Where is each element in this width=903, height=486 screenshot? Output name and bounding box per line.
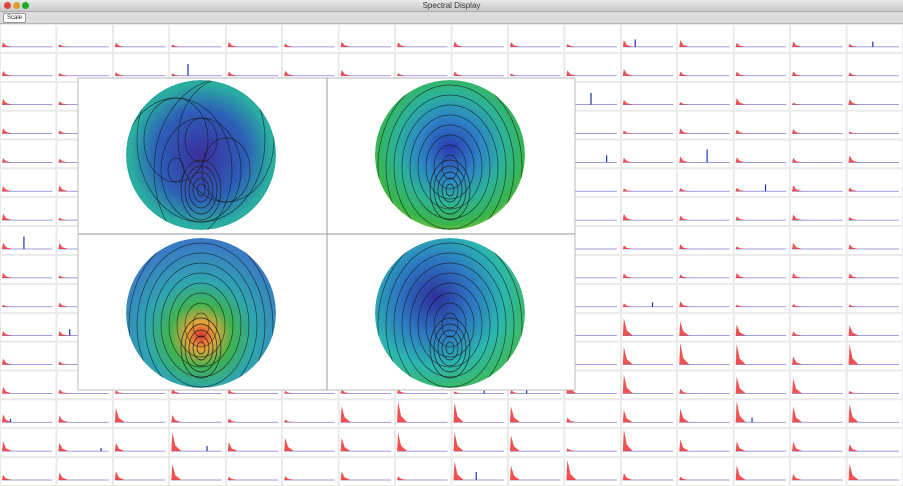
app-window: Spectral Display Scale xyxy=(0,0,903,486)
map-panel xyxy=(0,0,903,486)
map-fill xyxy=(126,80,276,230)
